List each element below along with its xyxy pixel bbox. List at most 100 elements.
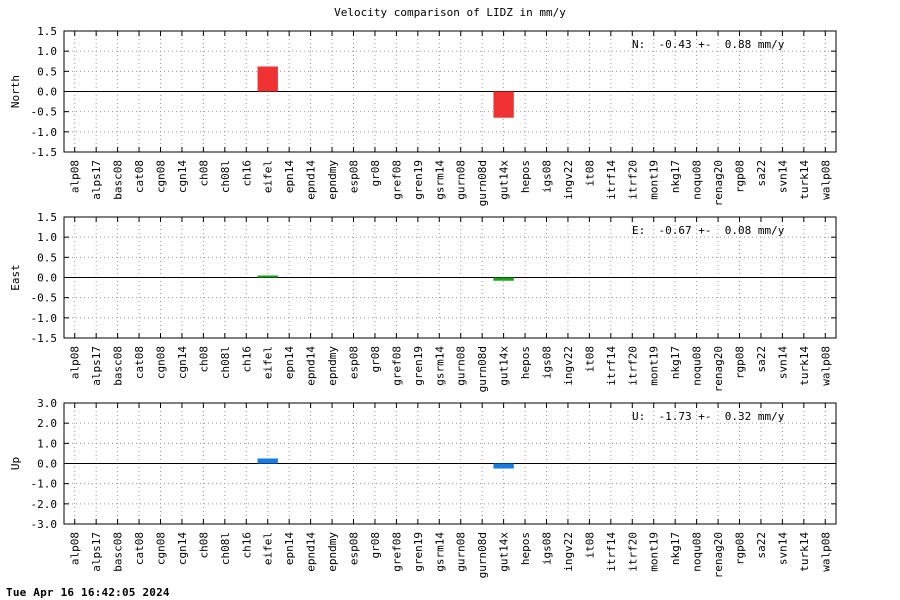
x-tick-label: sa22: [755, 160, 768, 187]
x-tick-label: noqu08: [691, 346, 704, 386]
panel-up: 3.0 2.0 1.0 0.0 -1.0 -2.0 -3.0 alp08 alps17 basc0…: [9, 397, 837, 578]
x-tick-label: alp08: [69, 532, 82, 565]
y-tick-label: 0.5: [37, 251, 57, 264]
y-axis-label: East: [9, 264, 22, 291]
stats-annotation: E: -0.67 +- 0.08 mm/y: [632, 224, 785, 237]
y-axis-label: North: [9, 75, 22, 108]
x-tick-label: svn14: [776, 160, 789, 193]
x-tick-label: epndmy: [326, 346, 339, 386]
x-tick-label: turk14: [798, 532, 811, 572]
x-tick-label: ch08l: [219, 346, 232, 379]
bar-gut14x: [493, 277, 514, 281]
y-tick-label: -0.5: [31, 106, 58, 119]
x-tick-label: alp08: [69, 346, 82, 379]
x-tick-label: gut14x: [498, 532, 511, 572]
x-tick-label: nkg17: [669, 346, 682, 379]
x-tick-label: cgn14: [176, 160, 189, 193]
x-tick-label: gref08: [390, 160, 403, 200]
x-tick-label: cat08: [133, 346, 146, 379]
y-tick-label: -1.0: [31, 478, 58, 491]
bar-gut14x: [493, 463, 514, 469]
x-tick-label: renag20: [712, 532, 725, 578]
x-tick-label: gr08: [369, 346, 382, 373]
plot-frame: [63, 402, 837, 525]
x-tick-label: gut14x: [498, 346, 511, 386]
x-tick-label: epn14: [283, 346, 296, 379]
x-tick-label: sa22: [755, 346, 768, 373]
x-tick-label: gut14x: [498, 160, 511, 200]
x-tick-label: mont19: [648, 346, 661, 386]
x-tick-label: renag20: [712, 160, 725, 206]
x-tick-label: ch08: [197, 160, 210, 187]
y-tick-label: 3.0: [37, 397, 57, 410]
x-tick-label: svn14: [776, 346, 789, 379]
x-tick-label: gren19: [412, 532, 425, 572]
bar-gut14x: [493, 91, 514, 118]
stats-annotation: N: -0.43 +- 0.88 mm/y: [632, 38, 785, 51]
x-tick-label: cat08: [133, 160, 146, 193]
x-tick-label: cgn14: [176, 346, 189, 379]
x-tick-label: cgn14: [176, 532, 189, 565]
x-tick-label: gsrm14: [433, 532, 446, 572]
x-tick-label: it08: [583, 160, 596, 187]
x-tick-label: nkg17: [669, 532, 682, 565]
x-tick-label: basc08: [112, 346, 125, 386]
y-tick-label: 1.5: [37, 25, 57, 38]
x-tick-label: basc08: [112, 160, 125, 200]
x-tick-label: eifel: [262, 160, 275, 193]
x-tick-label: epndmy: [326, 160, 339, 200]
x-tick-label: hepos: [519, 346, 532, 379]
x-tick-label: it08: [583, 532, 596, 559]
x-tick-label: cgn08: [155, 532, 168, 565]
x-tick-label: renag20: [712, 346, 725, 392]
x-tick-label: ingv22: [562, 532, 575, 572]
x-tick-label: gref08: [390, 532, 403, 572]
x-tick-label: itrf14: [605, 346, 618, 386]
y-tick-label: 1.0: [37, 437, 57, 450]
y-tick-label: 0.0: [37, 458, 57, 471]
y-tick-label: 1.0: [37, 231, 57, 244]
x-tick-label: cat08: [133, 532, 146, 565]
x-tick-label: ch08: [197, 532, 210, 559]
x-tick-label: gurn08d: [476, 532, 489, 578]
x-tick-label: ch16: [240, 160, 253, 187]
x-tick-label: igs08: [541, 346, 554, 379]
y-tick-label: -1.5: [31, 146, 58, 159]
x-tick-label: noqu08: [691, 160, 704, 200]
y-axis-label: Up: [9, 457, 22, 470]
x-tick-label: walp08: [819, 160, 832, 200]
x-tick-label: gurn08d: [476, 346, 489, 392]
y-tick-label: 0.0: [37, 272, 57, 285]
x-tick-label: gsrm14: [433, 346, 446, 386]
x-tick-label: it08: [583, 346, 596, 373]
x-tick-label: esp08: [348, 160, 361, 193]
x-tick-label: svn14: [776, 532, 789, 565]
x-tick-label: gurn08: [455, 160, 468, 200]
x-tick-label: ch16: [240, 346, 253, 373]
x-tick-label: alp08: [69, 160, 82, 193]
y-tick-label: -3.0: [31, 518, 58, 531]
y-tick-label: -1.0: [31, 312, 58, 325]
x-tick-label: igs08: [541, 160, 554, 193]
y-tick-label: 1.5: [37, 211, 57, 224]
x-tick-label: gref08: [390, 346, 403, 386]
x-tick-label: itrf14: [605, 160, 618, 200]
x-tick-label: rgp08: [734, 346, 747, 379]
y-tick-label: -1.0: [31, 126, 58, 139]
x-tick-label: eifel: [262, 346, 275, 379]
footer-timestamp: Tue Apr 16 16:42:05 2024: [6, 586, 170, 599]
x-tick-label: epnd14: [305, 532, 318, 572]
stats-annotation: U: -1.73 +- 0.32 mm/y: [632, 410, 785, 423]
x-tick-label: cgn08: [155, 346, 168, 379]
x-tick-label: epn14: [283, 160, 296, 193]
x-tick-label: basc08: [112, 532, 125, 572]
x-tick-label: ch16: [240, 532, 253, 559]
x-tick-label: ch08l: [219, 160, 232, 193]
x-tick-label: alps17: [90, 160, 103, 200]
x-tick-label: mont19: [648, 532, 661, 572]
x-tick-label: hepos: [519, 532, 532, 565]
x-tick-label: itrf14: [605, 532, 618, 572]
x-tick-label: itrf20: [626, 160, 639, 200]
y-tick-label: -0.5: [31, 292, 58, 305]
